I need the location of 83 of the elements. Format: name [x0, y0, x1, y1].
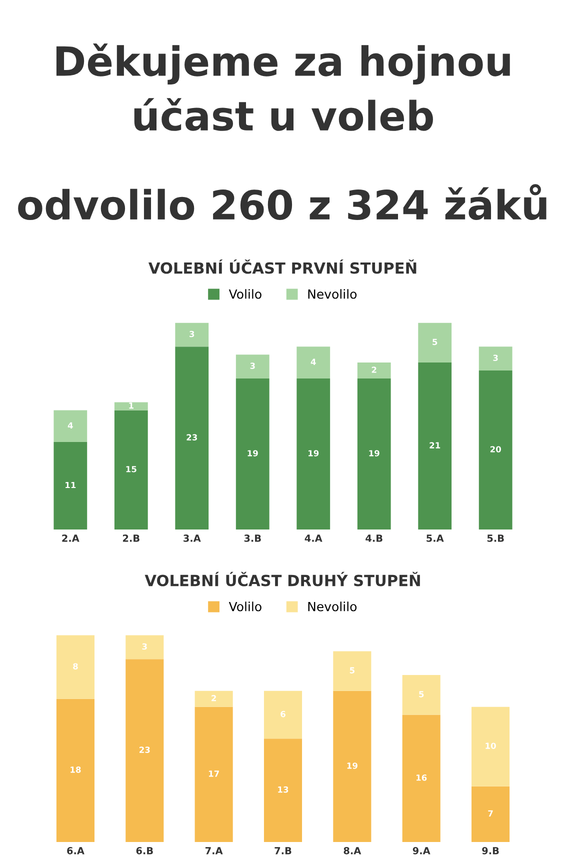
bar	[402, 714, 440, 842]
bar	[236, 354, 270, 378]
x-tick-label: 6.B	[136, 847, 153, 854]
data-label: 3	[142, 643, 147, 650]
x-tick-label: 9.B	[482, 847, 499, 854]
bar	[478, 346, 512, 371]
bar	[126, 659, 164, 842]
text: odvolilo 260 z 324 žáků	[18, 184, 546, 220]
text: Děkujeme za hojnou účast u voleb	[56, 44, 510, 131]
x-tick-label: 4.B	[366, 534, 382, 542]
bar	[194, 706, 233, 842]
bar	[56, 698, 94, 842]
data-label: 2	[372, 366, 376, 373]
data-label: 2	[212, 695, 216, 702]
x-tick-label: 3.A	[184, 534, 201, 542]
bar	[333, 690, 372, 842]
bar	[418, 322, 452, 363]
x-tick-label: 8.A	[344, 846, 362, 854]
data-label: 3	[190, 330, 194, 338]
data-label: 17	[208, 770, 219, 777]
data-label: 15	[126, 466, 136, 472]
data-label: 1	[129, 402, 134, 409]
x-tick-label: 7.B	[274, 847, 292, 854]
x-tick-label: 7.A	[205, 847, 223, 854]
data-label: 4	[310, 358, 316, 365]
bar	[114, 410, 148, 530]
data-label: 7	[488, 810, 493, 816]
legend-label: Volilo	[228, 602, 262, 612]
x-tick-label: 6.A	[67, 847, 84, 854]
x-tick-label: 4.A	[304, 534, 322, 542]
bar	[402, 675, 440, 715]
legend-label: Nevolilo	[308, 289, 357, 299]
bar	[296, 378, 330, 530]
bar	[236, 378, 270, 530]
bar	[472, 786, 510, 842]
data-label: 11	[66, 482, 76, 488]
bar	[114, 402, 148, 410]
data-label: 3	[250, 362, 255, 369]
data-label: 3	[493, 354, 498, 361]
x-tick-label: 3.B	[244, 534, 261, 542]
bar	[175, 346, 209, 530]
data-label: 16	[416, 774, 427, 781]
data-label: 6	[280, 710, 286, 718]
data-label: 10	[486, 742, 496, 749]
x-tick-label: 2.A	[62, 534, 80, 542]
legend-label: Volilo	[228, 289, 262, 299]
bar	[264, 690, 302, 739]
chart-title: VOLEBNÍ ÚČAST PRVNÍ STUPEŇ	[148, 259, 416, 274]
chart-title: VOLEBNÍ ÚČAST DRUHÝ STUPEŇ	[144, 572, 420, 586]
legend-label: Nevolilo	[308, 602, 357, 612]
bar	[472, 706, 510, 786]
x-tick-label: 5.A	[426, 534, 444, 542]
data-label: 18	[70, 766, 81, 773]
data-label: 19	[308, 450, 319, 456]
bar	[264, 738, 302, 842]
bar	[54, 410, 88, 442]
data-label: 5	[419, 691, 424, 698]
data-label: 5	[432, 338, 438, 346]
data-label: 20	[490, 446, 501, 452]
data-label: 8	[73, 663, 78, 670]
bar	[478, 370, 512, 530]
data-label: 19	[369, 450, 380, 456]
data-label: 23	[140, 746, 150, 753]
data-label: 23	[186, 434, 198, 440]
x-tick-label: 9.A	[412, 847, 430, 854]
bar	[126, 635, 164, 660]
data-label: 4	[68, 422, 73, 428]
bar	[54, 442, 88, 530]
x-tick-label: 2.B	[122, 534, 140, 542]
bar	[357, 362, 391, 378]
bar	[56, 635, 94, 699]
data-label: 19	[248, 450, 258, 456]
bar	[357, 378, 391, 530]
bar	[296, 346, 330, 378]
data-label: 21	[430, 442, 440, 448]
bar	[418, 362, 452, 530]
data-label: 19	[347, 762, 358, 769]
bar	[194, 690, 233, 707]
data-label: 13	[278, 786, 288, 793]
bar	[175, 322, 209, 347]
x-tick-label: 5.B	[487, 534, 504, 542]
bar	[333, 651, 372, 691]
data-label: 5	[350, 667, 354, 674]
